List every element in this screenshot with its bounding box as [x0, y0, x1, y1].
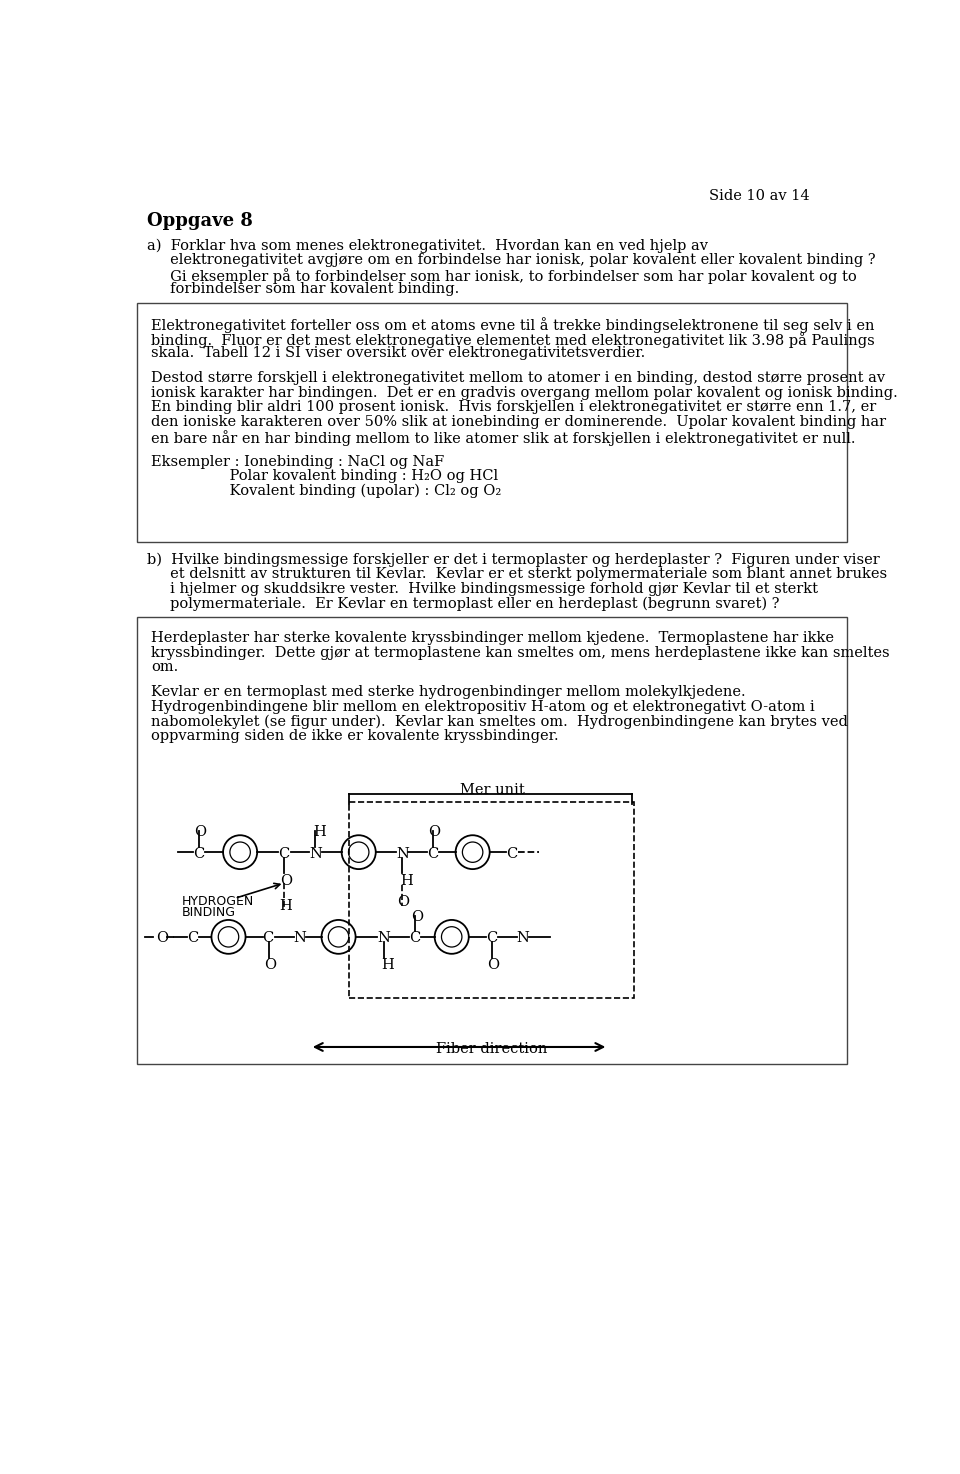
Bar: [137, 304, 847, 542]
Text: Gi eksempler på to forbindelser som har ionisk, to forbindelser som har polar ko: Gi eksempler på to forbindelser som har …: [147, 268, 857, 283]
Text: Side 10 av 14: Side 10 av 14: [709, 189, 809, 203]
Text: nabomolekylet (se figur under).  Kevlar kan smeltes om.  Hydrogenbindingene kan : nabomolekylet (se figur under). Kevlar k…: [151, 715, 848, 730]
Text: Oppgave 8: Oppgave 8: [147, 212, 253, 230]
Text: H: H: [399, 874, 413, 887]
Text: N: N: [309, 846, 322, 861]
Text: N: N: [377, 932, 390, 945]
Text: ionisk karakter har bindingen.  Det er en gradvis overgang mellom polar kovalent: ionisk karakter har bindingen. Det er en…: [151, 386, 898, 399]
Text: Mer unit: Mer unit: [460, 783, 524, 797]
Text: om.: om.: [151, 660, 179, 675]
Text: H: H: [381, 958, 394, 973]
Text: b)  Hvilke bindingsmessige forskjeller er det i termoplaster og herdeplaster ?  : b) Hvilke bindingsmessige forskjeller er…: [147, 553, 880, 567]
Text: C: C: [506, 846, 517, 861]
Text: polymermateriale.  Er Kevlar en termoplast eller en herdeplast (begrunn svaret) : polymermateriale. Er Kevlar en termoplas…: [147, 597, 780, 610]
Text: HYDROGEN: HYDROGEN: [182, 895, 254, 908]
Text: en bare når en har binding mellom to like atomer slik at forskjellen i elektrone: en bare når en har binding mellom to lik…: [151, 430, 855, 445]
Text: C: C: [278, 846, 289, 861]
Text: C: C: [409, 932, 420, 945]
Text: Fiber direction: Fiber direction: [436, 1042, 548, 1057]
Text: O: O: [488, 958, 499, 973]
Text: N: N: [294, 932, 306, 945]
Text: kryssbindinger.  Dette gjør at termoplastene kan smeltes om, mens herdeplastene : kryssbindinger. Dette gjør at termoplast…: [151, 646, 890, 660]
Text: Hydrogenbindingene blir mellom en elektropositiv H-atom og et elektronegativt O-: Hydrogenbindingene blir mellom en elektr…: [151, 700, 815, 713]
Text: O: O: [411, 909, 422, 924]
Bar: [348, 802, 634, 998]
Text: C: C: [186, 932, 198, 945]
Text: a)  Forklar hva som menes elektronegativitet.  Hvordan kan en ved hjelp av: a) Forklar hva som menes elektronegativi…: [147, 239, 708, 254]
Text: Eksempler : Ionebinding : NaCl og NaF: Eksempler : Ionebinding : NaCl og NaF: [151, 454, 444, 469]
Text: C: C: [263, 932, 274, 945]
Text: H: H: [279, 899, 293, 912]
Text: O: O: [156, 932, 168, 945]
Text: Kevlar er en termoplast med sterke hydrogenbindinger mellom molekylkjedene.: Kevlar er en termoplast med sterke hydro…: [151, 685, 746, 699]
Text: C: C: [427, 846, 438, 861]
Text: Kovalent binding (upolar) : Cl₂ og O₂: Kovalent binding (upolar) : Cl₂ og O₂: [151, 483, 501, 498]
Text: O: O: [428, 825, 441, 839]
Text: BINDING: BINDING: [182, 907, 236, 920]
Text: Elektronegativitet forteller oss om et atoms evne til å trekke bindingselektrone: Elektronegativitet forteller oss om et a…: [151, 317, 875, 333]
Text: Destod større forskjell i elektronegativitet mellom to atomer i en binding, dest: Destod større forskjell i elektronegativ…: [151, 371, 885, 385]
Text: den ioniske karakteren over 50% slik at ionebinding er dominerende.  Upolar kova: den ioniske karakteren over 50% slik at …: [151, 416, 886, 429]
Text: O: O: [194, 825, 206, 839]
Text: O: O: [279, 874, 292, 887]
Text: et delsnitt av strukturen til Kevlar.  Kevlar er et sterkt polymermateriale som : et delsnitt av strukturen til Kevlar. Ke…: [147, 567, 887, 581]
Text: N: N: [516, 932, 530, 945]
Text: i hjelmer og skuddsikre vester.  Hvilke bindingsmessige forhold gjør Kevlar til : i hjelmer og skuddsikre vester. Hvilke b…: [147, 582, 818, 595]
Text: oppvarming siden de ikke er kovalente kryssbindinger.: oppvarming siden de ikke er kovalente kr…: [151, 730, 559, 743]
Text: H: H: [313, 825, 325, 839]
Text: forbindelser som har kovalent binding.: forbindelser som har kovalent binding.: [147, 283, 460, 296]
Text: O: O: [264, 958, 276, 973]
Text: Polar kovalent binding : H₂O og HCl: Polar kovalent binding : H₂O og HCl: [151, 469, 498, 483]
Text: C: C: [486, 932, 497, 945]
Text: skala.  Tabell 12 i SI viser oversikt over elektronegativitetsverdier.: skala. Tabell 12 i SI viser oversikt ove…: [151, 346, 645, 360]
Bar: [137, 618, 847, 1064]
Text: binding.  Fluor er det mest elektronegative elementet med elektronegativitet lik: binding. Fluor er det mest elektronegati…: [151, 332, 875, 348]
Text: En binding blir aldri 100 prosent ionisk.  Hvis forskjellen i elektronegativitet: En binding blir aldri 100 prosent ionisk…: [151, 401, 876, 414]
Text: elektronegativitet avgjøre om en forbindelse har ionisk, polar kovalent eller ko: elektronegativitet avgjøre om en forbind…: [147, 254, 876, 267]
Text: Herdeplaster har sterke kovalente kryssbindinger mellom kjedene.  Termoplastene : Herdeplaster har sterke kovalente kryssb…: [151, 631, 834, 646]
Text: N: N: [396, 846, 409, 861]
Text: O: O: [397, 895, 410, 908]
Text: C: C: [193, 846, 204, 861]
